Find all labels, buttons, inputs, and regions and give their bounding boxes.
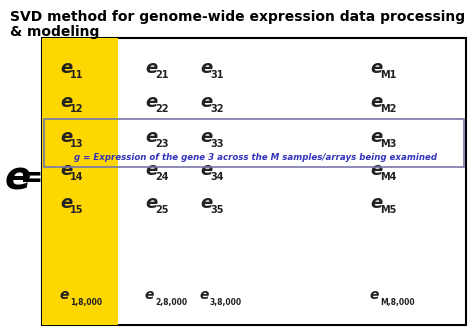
Text: M5: M5 bbox=[380, 205, 396, 215]
Bar bbox=[42, 38, 118, 325]
Text: 35: 35 bbox=[210, 205, 224, 215]
Text: e: e bbox=[200, 128, 212, 146]
Text: e: e bbox=[145, 128, 157, 146]
Text: 1,8,000: 1,8,000 bbox=[70, 297, 102, 306]
Text: e: e bbox=[370, 161, 382, 179]
Text: e: e bbox=[200, 288, 210, 302]
Text: 13: 13 bbox=[70, 139, 83, 149]
Text: SVD method for genome-wide expression data processing: SVD method for genome-wide expression da… bbox=[10, 10, 465, 24]
Bar bbox=[42, 38, 466, 325]
Text: e: e bbox=[145, 161, 157, 179]
Text: 25: 25 bbox=[155, 205, 168, 215]
Text: e: e bbox=[370, 128, 382, 146]
Text: M3: M3 bbox=[380, 139, 396, 149]
Text: 33: 33 bbox=[210, 139, 224, 149]
Text: M1: M1 bbox=[380, 70, 396, 80]
Text: e: e bbox=[370, 194, 382, 212]
Text: 12: 12 bbox=[70, 104, 83, 114]
Text: =: = bbox=[20, 164, 44, 192]
Text: e: e bbox=[200, 93, 212, 111]
Text: e: e bbox=[200, 59, 212, 77]
Text: & modeling: & modeling bbox=[10, 25, 100, 39]
Text: 32: 32 bbox=[210, 104, 224, 114]
Text: M,8,000: M,8,000 bbox=[380, 297, 415, 306]
Text: 22: 22 bbox=[155, 104, 168, 114]
Text: e: e bbox=[60, 288, 69, 302]
Text: e: e bbox=[145, 93, 157, 111]
Text: e: e bbox=[370, 59, 382, 77]
Text: 11: 11 bbox=[70, 70, 83, 80]
Text: e: e bbox=[145, 59, 157, 77]
Text: e: e bbox=[5, 159, 31, 197]
Text: 14: 14 bbox=[70, 172, 83, 182]
Text: e: e bbox=[60, 59, 72, 77]
Text: e: e bbox=[60, 161, 72, 179]
Text: e: e bbox=[370, 288, 379, 302]
Text: g = Expression of the gene 3 across the M samples/arrays being examined: g = Expression of the gene 3 across the … bbox=[74, 153, 437, 162]
Text: e: e bbox=[200, 194, 212, 212]
Text: 31: 31 bbox=[210, 70, 224, 80]
Text: 2,8,000: 2,8,000 bbox=[155, 297, 187, 306]
Text: e: e bbox=[145, 288, 155, 302]
Text: e: e bbox=[145, 194, 157, 212]
Text: 21: 21 bbox=[155, 70, 168, 80]
Text: 3,8,000: 3,8,000 bbox=[210, 297, 242, 306]
Text: e: e bbox=[60, 194, 72, 212]
Text: e: e bbox=[60, 93, 72, 111]
Text: 24: 24 bbox=[155, 172, 168, 182]
Bar bbox=[44, 119, 464, 167]
Text: 15: 15 bbox=[70, 205, 83, 215]
Text: e: e bbox=[370, 93, 382, 111]
Text: 34: 34 bbox=[210, 172, 224, 182]
Text: e: e bbox=[200, 161, 212, 179]
Text: e: e bbox=[60, 128, 72, 146]
Text: M4: M4 bbox=[380, 172, 396, 182]
Text: 23: 23 bbox=[155, 139, 168, 149]
Text: M2: M2 bbox=[380, 104, 396, 114]
